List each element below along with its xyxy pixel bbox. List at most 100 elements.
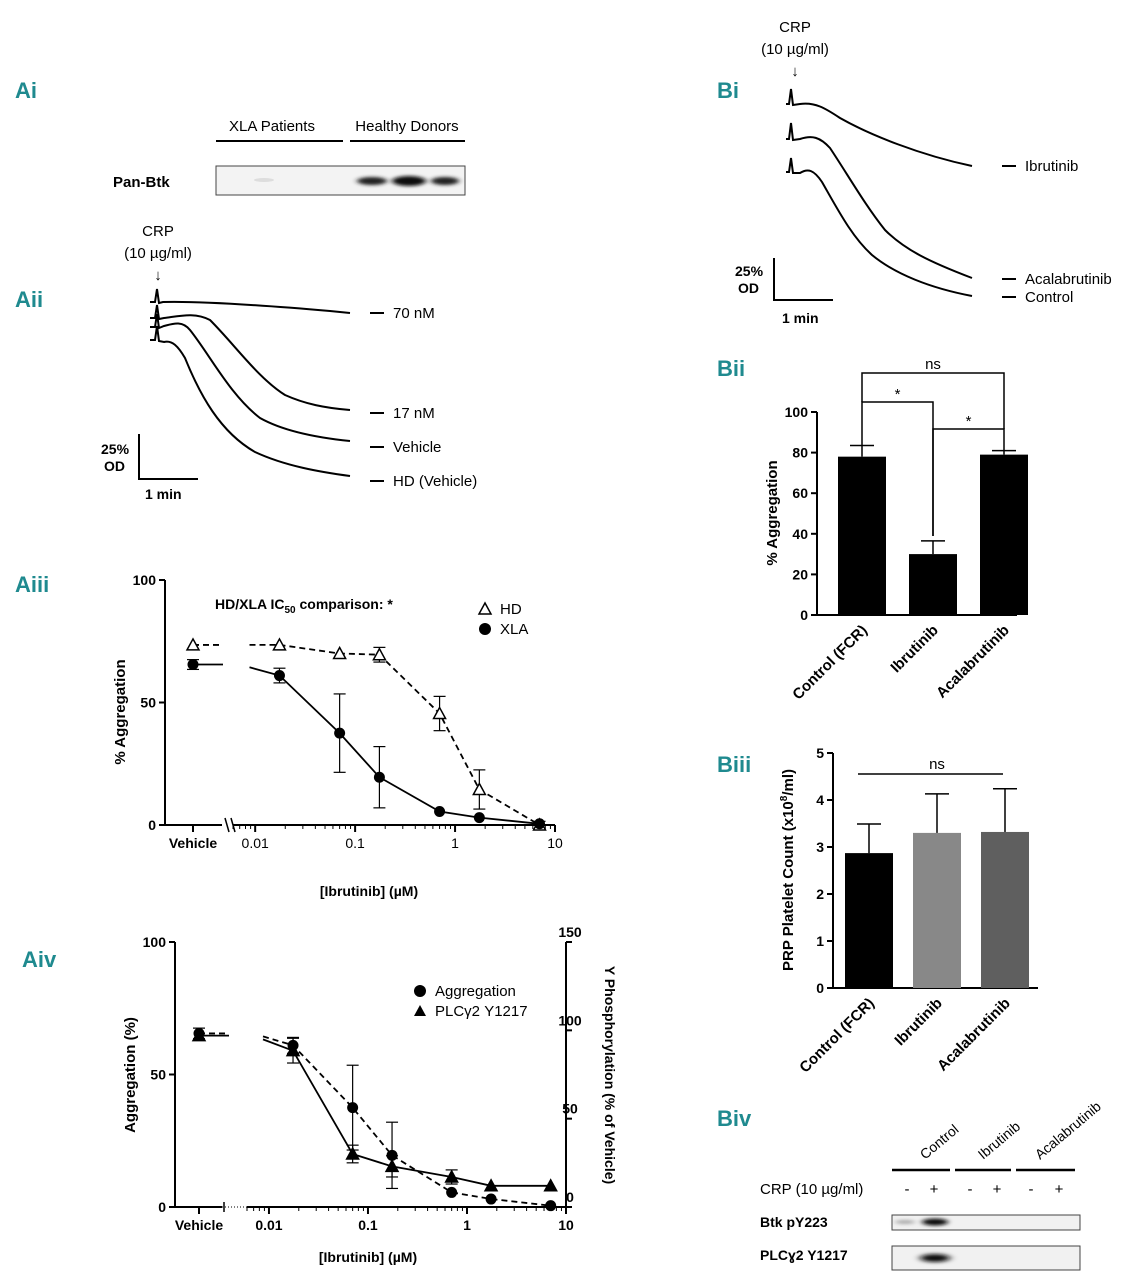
aiv-point-PLCγ2 Y1217-4 [483, 1178, 499, 1192]
blot-band-hd3 [431, 177, 459, 185]
aiii-xtick-label-2: 1 [451, 835, 459, 851]
biii-ylabel: PRP Platelet Count (x108/ml) [779, 769, 797, 971]
biv-band-btk-faint [895, 1220, 915, 1224]
biv-sign-5: - [1029, 1181, 1034, 1198]
aiii-ylabel: % Aggregation [112, 659, 129, 764]
aiv-y2label: Y Phosphorylation (% of Vehicle) [602, 966, 618, 1184]
panel-bi: CRP (10 µg/ml) ↓ Ibrutinib Acalabrutinib… [735, 19, 1112, 326]
chart-biii: PRP Platelet Count (x108/ml) 0 1 2 3 4 5 Contr… [779, 745, 1038, 1076]
bii-sig-label-1: * [895, 386, 901, 403]
aiii-point-XLA-0 [273, 670, 285, 682]
aiii-legend-xla: XLA [500, 621, 528, 638]
panel-label-aiv: Aiv [22, 947, 57, 972]
aiv-y2tick-label-0: 0 [566, 1189, 574, 1205]
panel-ai: XLA Patients Healthy Donors Pan-Btk [113, 118, 466, 196]
bii-ytick-label-1: 20 [792, 566, 808, 582]
aii-arrow: ↓ [154, 267, 162, 284]
aiv-y2tick-label-2: 100 [558, 1012, 582, 1028]
bi-scale-bar [773, 258, 833, 301]
aiv-xtick-label-2: 1 [463, 1217, 471, 1233]
aiii-series-line-0 [249, 644, 540, 826]
bii-sig-label-3: ns [925, 356, 941, 373]
trace-hd-vehicle [150, 325, 351, 477]
panel-label-bi: Bi [717, 78, 739, 103]
biii-ytick-label-1: 1 [816, 933, 824, 949]
blot-band-hd1 [357, 177, 387, 185]
aii-crp-conc: (10 µg/ml) [124, 245, 192, 262]
bii-sig-label-2: * [966, 413, 972, 430]
aiii-ytick-label-1: 50 [140, 695, 156, 711]
aii-scale-y2: OD [104, 458, 125, 474]
bii-category-label-0: Control (FCR) [789, 622, 871, 704]
aiii-title: HD/XLA IC50 comparison: * [215, 596, 393, 616]
aiv-point-PLCγ2 Y1217-0 [285, 1043, 301, 1057]
biii-ytick-label-2: 2 [816, 886, 824, 902]
aiii-point-HD-4 [472, 781, 487, 796]
aiv-point-PLCγ2 Y1217-3 [444, 1169, 459, 1183]
aiii-point-XLA-2 [373, 771, 385, 783]
bii-ylabel: % Aggregation [764, 460, 781, 565]
aiv-point-Aggregation-3 [446, 1186, 458, 1198]
biv-band-btk [922, 1218, 948, 1226]
aiv-ytick-label-1: 50 [150, 1067, 166, 1083]
aiv-point-Aggregation-4 [485, 1193, 497, 1205]
aiii-point-XLA-4 [473, 812, 485, 824]
panel-label-aii: Aii [15, 287, 43, 312]
aiv-ytick-label-2: 100 [143, 934, 167, 950]
biv-sign-4: + [993, 1181, 1002, 1198]
aiii-point-XLA-vehicle [187, 659, 199, 671]
trace-70nm [150, 288, 351, 314]
bii-category-label-1: Ibrutinib [887, 622, 941, 676]
biii-category-label-2: Acalabrutinib [934, 995, 1014, 1075]
aiii-axis-break-1 [224, 817, 230, 833]
aiv-point-PLCγ2 Y1217-1 [345, 1146, 360, 1160]
bii-ytick-label-0: 0 [800, 607, 808, 623]
biii-bar-1 [913, 832, 961, 988]
aiii-xtick-label-3: 10 [547, 835, 563, 851]
aii-label-70nm: 70 nM [393, 305, 435, 322]
biv-col-control: Control [917, 1121, 962, 1162]
panel-label-bii: Bii [717, 356, 745, 381]
biii-ylabel-tail: /ml) [780, 769, 797, 796]
chart-aiii: % Aggregation [Ibrutinib] (µM) HD/XLA IC… [112, 572, 563, 899]
aiii-point-HD-0 [272, 637, 287, 651]
biii-ytick-label-3: 3 [816, 839, 824, 855]
aiv-point-Aggregation-1 [347, 1102, 359, 1114]
chart-aiv: Aggregation (%) Y Phosphorylation (% of … [122, 924, 618, 1265]
bii-bar-0 [838, 456, 886, 615]
aii-label-vehicle: Vehicle [393, 439, 441, 456]
blot-band-hd2 [392, 176, 426, 186]
aiii-point-HD-2 [372, 647, 387, 661]
panel-biv: Control Ibrutinib Acalabrutinib CRP (10 … [760, 1098, 1104, 1271]
aiii-point-XLA-3 [434, 806, 446, 818]
panel-label-biv: Biv [717, 1106, 752, 1131]
biv-row-plc: PLCɣ2 Y1217 [760, 1247, 848, 1263]
aiii-point-XLA-5 [534, 818, 546, 830]
aiii-point-HD-3 [432, 705, 447, 720]
biv-strip-btk [891, 1214, 1081, 1231]
trace-vehicle [150, 313, 351, 442]
bii-ytick-label-5: 100 [785, 404, 809, 420]
aiii-xlabel: [Ibrutinib] (µM) [320, 883, 418, 899]
aiii-point-XLA-1 [334, 727, 346, 739]
aiv-legend-agg: Aggregation [435, 983, 516, 1000]
trace-control [786, 157, 973, 297]
panel-label-ai: Ai [15, 78, 37, 103]
aiv-legend-plc-marker [414, 1005, 426, 1016]
aiii-vehicle-label: Vehicle [169, 835, 217, 851]
biv-sign-3: - [968, 1181, 973, 1198]
bi-crp-conc: (10 µg/ml) [761, 41, 829, 58]
blot-band-faint [254, 178, 274, 182]
aiii-title-main: HD/XLA IC [215, 596, 284, 612]
bii-ytick-label-2: 40 [792, 526, 808, 542]
biv-col-acalabrutinib: Acalabrutinib [1032, 1098, 1104, 1162]
biii-ytick-label-4: 4 [816, 792, 824, 808]
bi-label-control: Control [1025, 289, 1073, 306]
aiii-legend-xla-marker [479, 623, 491, 635]
panel-label-aiii: Aiii [15, 572, 49, 597]
biv-sign-1: - [905, 1181, 910, 1198]
aiv-point-PLCγ2 Y1217-vehicle [191, 1028, 207, 1042]
bii-ytick-label-4: 80 [792, 445, 808, 461]
aiii-legend-hd: HD [500, 601, 522, 618]
aiii-ytick-label-2: 100 [133, 572, 157, 588]
